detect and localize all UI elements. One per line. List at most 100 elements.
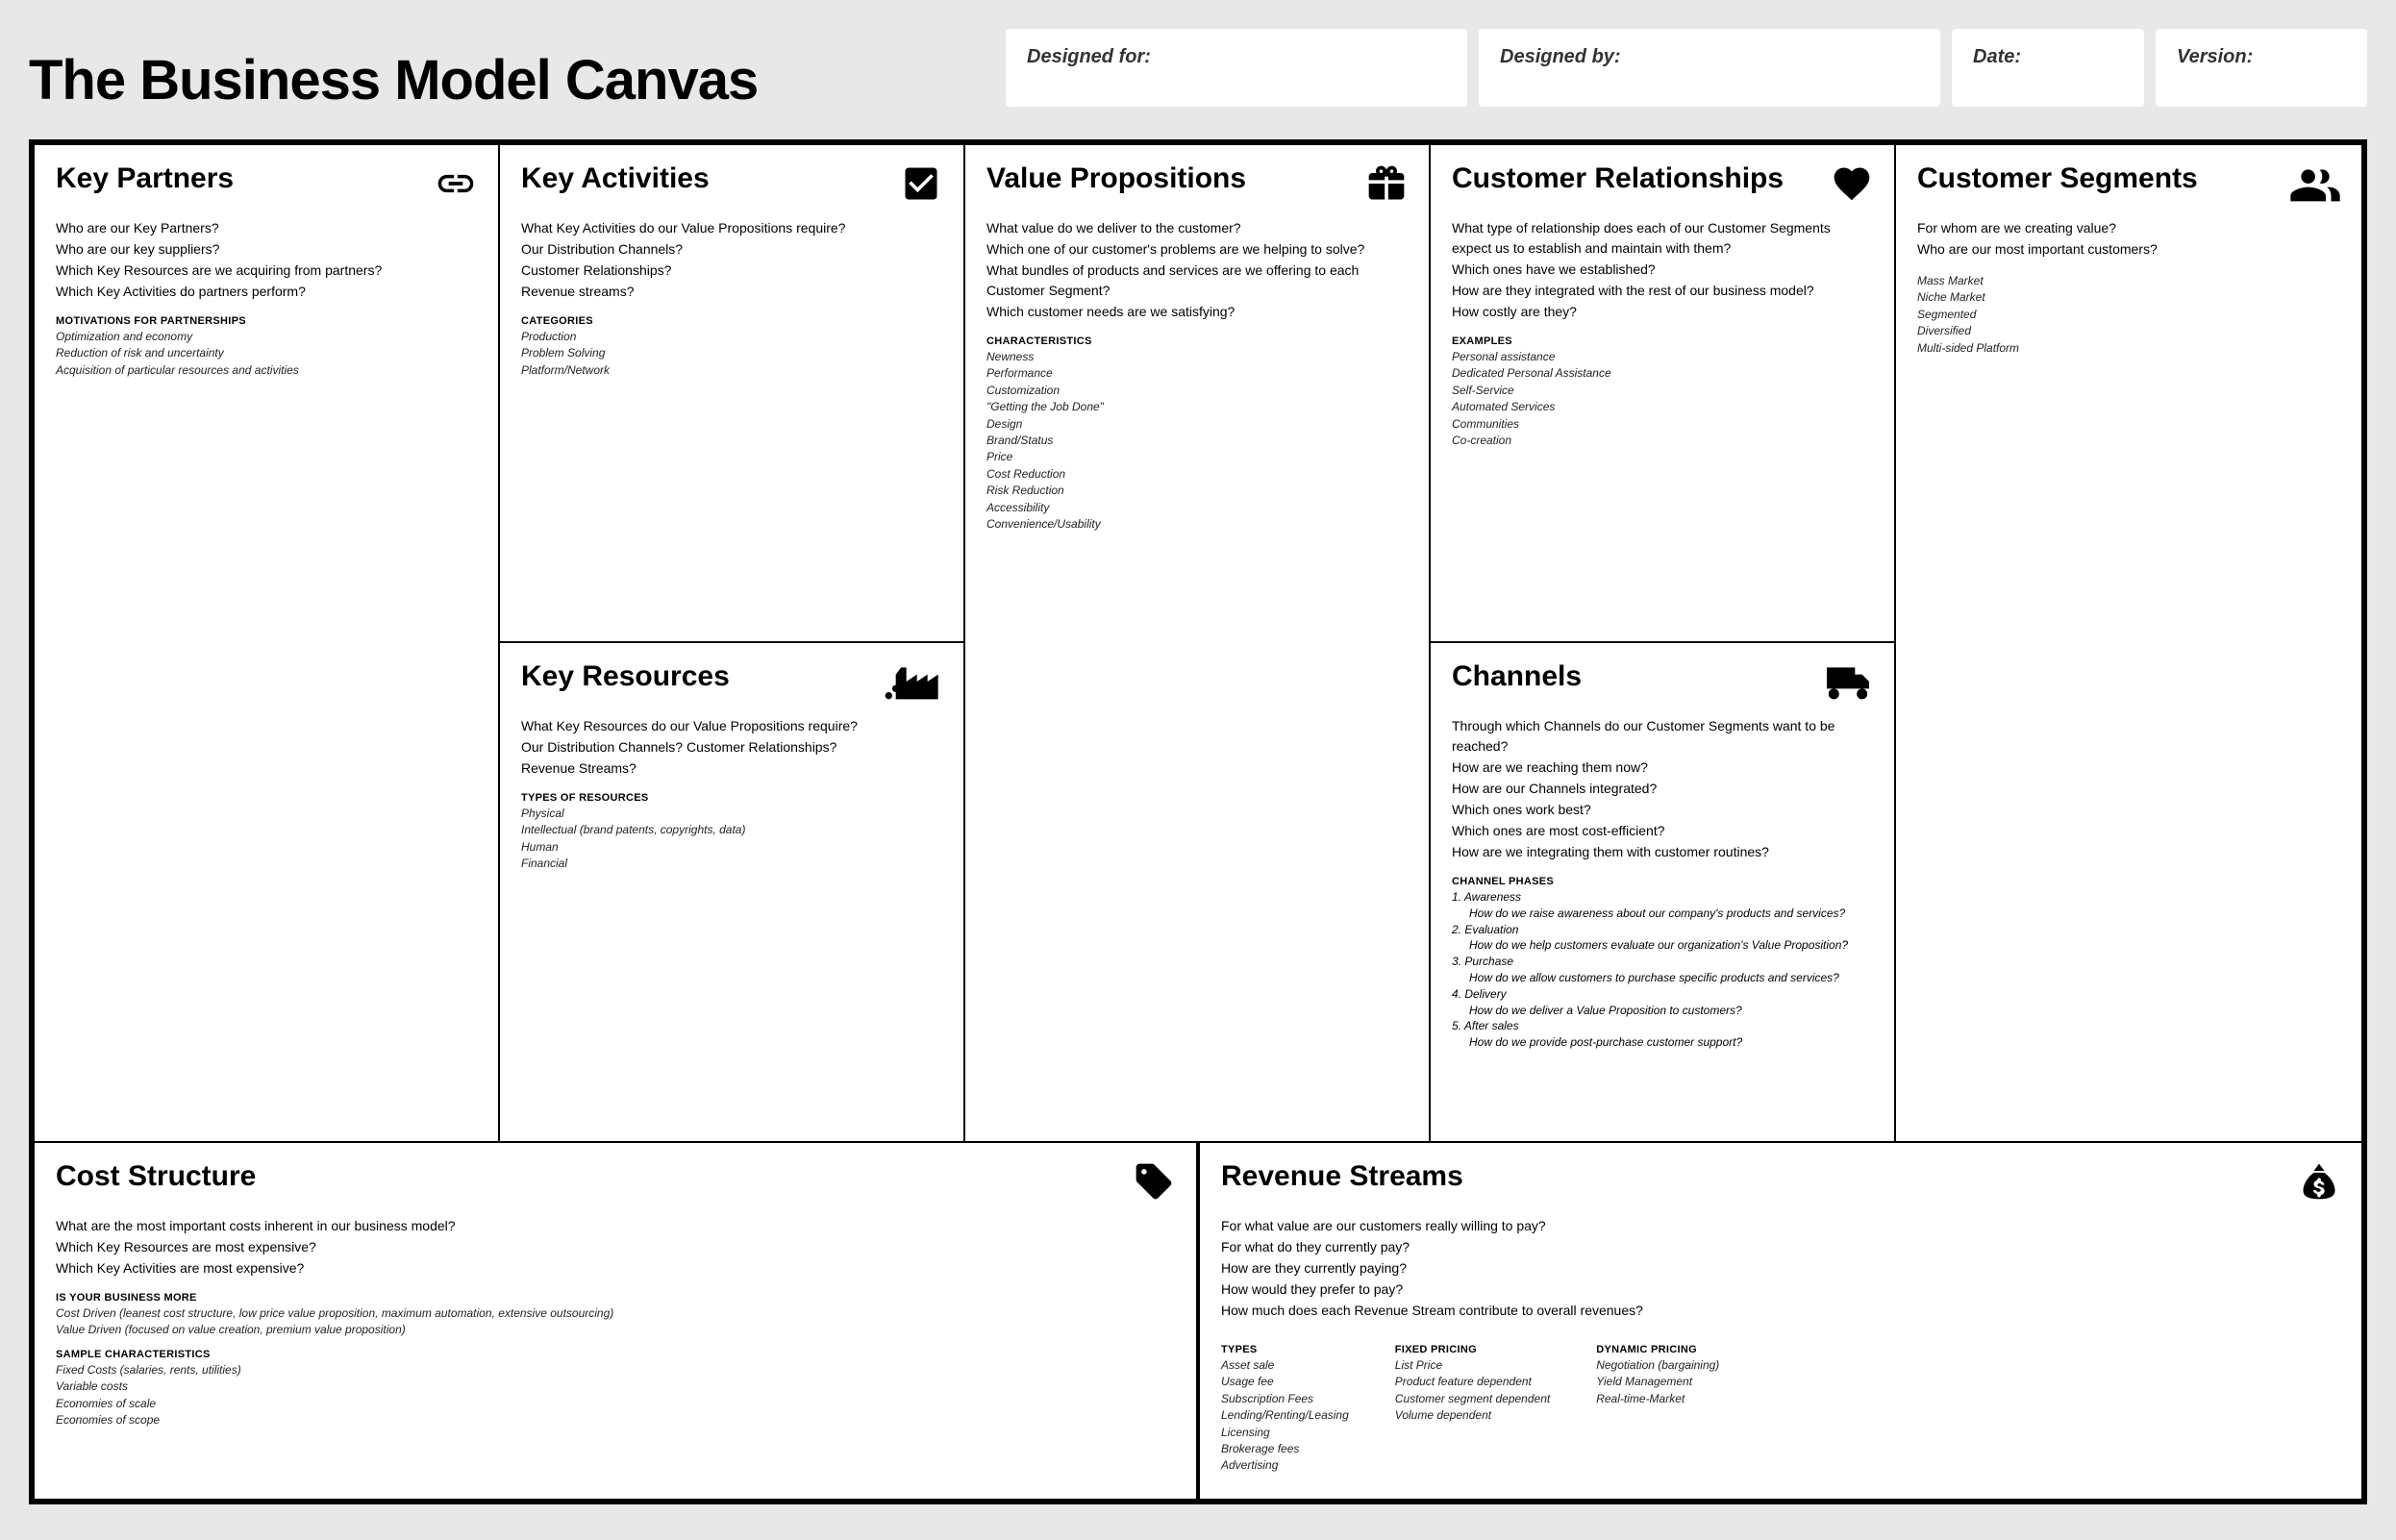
list-item: Which ones are most cost-efficient? — [1452, 821, 1873, 841]
moneybag-icon — [2298, 1160, 2340, 1203]
list-item: Mass Market — [1917, 273, 2340, 289]
cell-title: Key Activities — [521, 162, 710, 195]
list-item: Niche Market — [1917, 289, 2340, 306]
list-item: Which customer needs are we satisfying? — [986, 302, 1408, 322]
sublist: NewnessPerformanceCustomization"Getting … — [986, 349, 1408, 533]
phase-question: How do we provide post-purchase customer… — [1452, 1034, 1873, 1051]
list-item: Who are our Key Partners? — [56, 218, 477, 238]
link-icon — [435, 162, 477, 205]
channel-phases: 1. AwarenessHow do we raise awareness ab… — [1452, 889, 1873, 1051]
list-item: How costly are they? — [1452, 302, 1873, 322]
list-item: Physical — [521, 806, 942, 822]
list-item: Personal assistance — [1452, 349, 1873, 365]
list-item: Price — [986, 449, 1408, 465]
meta-designed-for[interactable]: Designed for: — [1006, 29, 1467, 107]
sublist: Fixed Costs (salaries, rents, utilities)… — [56, 1362, 1175, 1429]
list-item: Which Key Resources are we acquiring fro… — [56, 261, 477, 281]
sublist: Asset saleUsage feeSubscription FeesLend… — [1221, 1357, 1349, 1475]
list-item: Revenue Streams? — [521, 758, 942, 779]
canvas-top-row: Key Partners Who are our Key Partners? Wh… — [35, 145, 2361, 1143]
list-item: Segmented — [1917, 307, 2340, 323]
list-item: "Getting the Job Done" — [986, 399, 1408, 415]
subhead: EXAMPLES — [1452, 335, 1873, 347]
list-item: Which one of our customer's problems are… — [986, 239, 1408, 260]
list-item: Problem Solving — [521, 345, 942, 361]
list-item: What type of relationship does each of o… — [1452, 218, 1873, 259]
sublist: PhysicalIntellectual (brand patents, cop… — [521, 806, 942, 873]
page-title: The Business Model Canvas — [29, 29, 758, 112]
list-item: Which Key Activities do partners perform… — [56, 282, 477, 302]
subhead: CHANNEL PHASES — [1452, 876, 1873, 887]
list-item: Variable costs — [56, 1379, 1175, 1395]
list-item: Diversified — [1917, 323, 2340, 339]
list-item: Reduction of risk and uncertainty — [56, 345, 477, 361]
list-item: How are our Channels integrated? — [1452, 779, 1873, 799]
list-item: Volume dependent — [1395, 1407, 1550, 1424]
list-item: Subscription Fees — [1221, 1391, 1349, 1407]
list-item: Product feature dependent — [1395, 1374, 1550, 1390]
list-item: Customization — [986, 383, 1408, 399]
heart-icon — [1831, 162, 1873, 205]
list-item: Intellectual (brand patents, copyrights,… — [521, 822, 942, 838]
list-item: Which ones have we established? — [1452, 260, 1873, 280]
subhead: DYNAMIC PRICING — [1596, 1344, 1719, 1355]
list-item: Newness — [986, 349, 1408, 365]
questions: For whom are we creating value?Who are o… — [1917, 218, 2340, 260]
meta-date[interactable]: Date: — [1952, 29, 2144, 107]
cell-title: Revenue Streams — [1221, 1160, 1463, 1193]
list-item: Human — [521, 839, 942, 856]
subhead: FIXED PRICING — [1395, 1344, 1550, 1355]
subhead: CATEGORIES — [521, 315, 942, 327]
list-item: What bundles of products and services ar… — [986, 261, 1408, 301]
phase-question: How do we deliver a Value Proposition to… — [1452, 1003, 1873, 1019]
list-item: Design — [986, 416, 1408, 433]
questions: What value do we deliver to the customer… — [986, 218, 1408, 322]
sublist: Negotiation (bargaining)Yield Management… — [1596, 1357, 1719, 1407]
meta-designed-by[interactable]: Designed by: — [1479, 29, 1940, 107]
cell-title: Key Partners — [56, 162, 234, 195]
list-item: Usage fee — [1221, 1374, 1349, 1390]
phase-label: 1. Awareness — [1452, 889, 1873, 906]
meta-version[interactable]: Version: — [2156, 29, 2367, 107]
list-item: Cost Driven (leanest cost structure, low… — [56, 1305, 1175, 1322]
truck-icon — [1823, 660, 1873, 703]
list-item: Asset sale — [1221, 1357, 1349, 1374]
factory-icon — [885, 660, 942, 703]
list-item: Brokerage fees — [1221, 1441, 1349, 1457]
canvas: Key Partners Who are our Key Partners? Wh… — [29, 139, 2367, 1504]
list-item: How would they prefer to pay? — [1221, 1279, 2340, 1300]
list-item: Risk Reduction — [986, 483, 1408, 499]
header-row: The Business Model Canvas Designed for: … — [29, 29, 2367, 112]
list-item: Customer Relationships? — [521, 261, 942, 281]
list-item: Advertising — [1221, 1457, 1349, 1474]
phase-label: 5. After sales — [1452, 1018, 1873, 1034]
list-item: Lending/Renting/Leasing — [1221, 1407, 1349, 1424]
sublist: List PriceProduct feature dependentCusto… — [1395, 1357, 1550, 1425]
revenue-columns: TYPES Asset saleUsage feeSubscription Fe… — [1221, 1334, 2340, 1475]
list-item: How much does each Revenue Stream contri… — [1221, 1301, 2340, 1321]
list-item: Licensing — [1221, 1425, 1349, 1441]
phase-question: How do we allow customers to purchase sp… — [1452, 970, 1873, 986]
list-item: Our Distribution Channels? Customer Rela… — [521, 737, 942, 758]
questions: For what value are our customers really … — [1221, 1216, 2340, 1321]
list-item: How are we reaching them now? — [1452, 758, 1873, 778]
list-item: Optimization and economy — [56, 329, 477, 345]
cell-title: Customer Relationships — [1452, 162, 1784, 195]
cell-title: Cost Structure — [56, 1160, 256, 1193]
subhead: TYPES OF RESOURCES — [521, 792, 942, 804]
list-item: Platform/Network — [521, 362, 942, 379]
list-item: How are we integrating them with custome… — [1452, 842, 1873, 862]
gift-icon — [1365, 162, 1408, 205]
list-item: Fixed Costs (salaries, rents, utilities) — [56, 1362, 1175, 1379]
list-item: Cost Reduction — [986, 466, 1408, 483]
checkbox-icon — [900, 162, 942, 205]
cell-customer-segments: Customer Segments For whom are we creati… — [1896, 145, 2361, 1141]
list-item: Value Driven (focused on value creation,… — [56, 1322, 1175, 1338]
list-item: How are they currently paying? — [1221, 1258, 2340, 1279]
sublist: Optimization and economyReduction of ris… — [56, 329, 477, 379]
list-item: Multi-sided Platform — [1917, 340, 2340, 357]
sublist: Personal assistanceDedicated Personal As… — [1452, 349, 1873, 449]
list-item: Revenue streams? — [521, 282, 942, 302]
phase-label: 2. Evaluation — [1452, 922, 1873, 938]
list-item: Negotiation (bargaining) — [1596, 1357, 1719, 1374]
